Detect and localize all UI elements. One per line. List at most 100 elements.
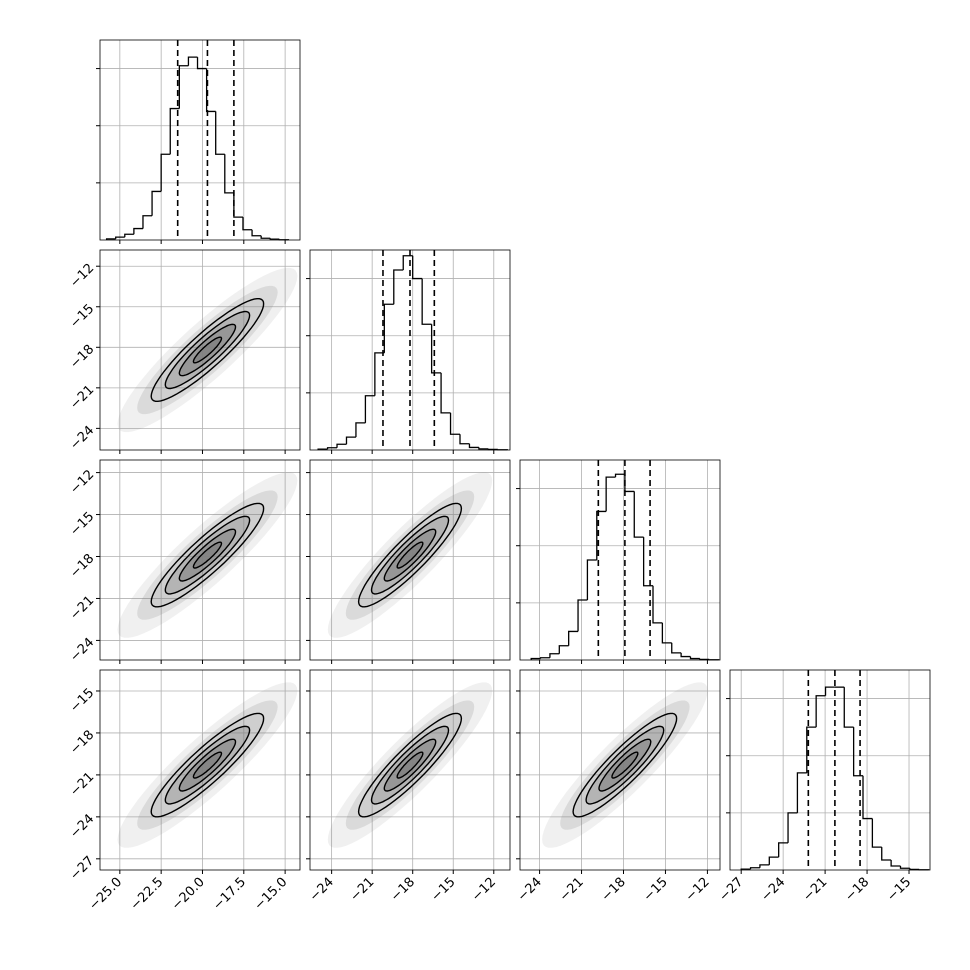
histogram-bin: [383, 303, 394, 353]
histogram-bin: [806, 726, 817, 773]
histogram-bin: [215, 111, 225, 155]
histogram-bin: [487, 448, 498, 451]
histogram-bin: [430, 324, 442, 374]
y-tick-label: −27: [67, 854, 97, 884]
y-tick-label: −24: [67, 423, 97, 453]
panel-frame: [99, 249, 301, 451]
histogram-bin: [843, 687, 854, 728]
histogram-bin: [355, 422, 366, 438]
histogram-bin: [402, 255, 413, 270]
histogram-bin: [393, 269, 404, 305]
histogram-bin: [326, 447, 338, 450]
panel-frame: [99, 459, 301, 661]
panel-frame: [519, 459, 721, 661]
y-tick-label: −21: [67, 593, 97, 623]
x-tick-label: −21: [347, 875, 377, 905]
histogram-bin: [652, 585, 663, 624]
panel-frame: [309, 669, 511, 871]
y-tick-label: −15: [67, 301, 97, 331]
histogram-bin: [796, 772, 807, 813]
x-tick-label: −12: [469, 875, 499, 905]
histogram-bin: [251, 229, 262, 237]
x-tick-label: −27: [716, 875, 746, 905]
histogram-bin: [881, 847, 892, 861]
histogram-bin: [233, 192, 243, 218]
histogram-bin: [412, 255, 423, 280]
histogram-bin: [699, 658, 710, 661]
histogram-bin: [871, 818, 882, 848]
y-tick-label: −21: [67, 383, 97, 413]
histogram-bin: [478, 447, 489, 450]
histogram-bin: [224, 154, 234, 194]
panel-frame: [309, 249, 511, 451]
histogram-bin: [142, 215, 153, 229]
panel-frame: [309, 459, 511, 661]
panel-frame: [519, 669, 721, 871]
y-tick-label: −18: [67, 551, 97, 581]
x-tick-label: −15: [884, 875, 914, 905]
x-tick-label: −15: [641, 875, 671, 905]
x-tick-label: −18: [599, 875, 629, 905]
histogram-bin: [468, 443, 479, 449]
histogram-bin: [196, 57, 207, 70]
histogram-bin: [133, 227, 143, 235]
histogram-bin: [364, 395, 375, 423]
y-tick-label: −24: [67, 635, 97, 665]
histogram-bin: [115, 236, 125, 239]
histogram-bin: [661, 622, 672, 644]
histogram-bin: [680, 652, 691, 658]
histogram-bin: [345, 436, 356, 445]
x-tick-label: −24: [515, 875, 545, 905]
histogram-bin: [862, 775, 873, 820]
histogram-bin: [558, 645, 569, 654]
histogram-bin: [689, 656, 700, 660]
x-tick-label: −21: [800, 875, 830, 905]
histogram-bin: [151, 190, 162, 216]
x-tick-label: −24: [758, 875, 788, 905]
y-tick-label: −18: [67, 342, 97, 372]
histogram-bin: [671, 642, 682, 654]
histogram-bin: [778, 842, 789, 858]
histogram-bin: [205, 68, 216, 113]
x-tick-label: −12: [683, 875, 713, 905]
histogram-bin: [374, 352, 385, 396]
x-tick-label: −24: [307, 875, 337, 905]
histogram-bin: [459, 434, 470, 445]
histogram-bin: [909, 868, 920, 871]
histogram-bin: [577, 599, 588, 632]
panel-frame: [99, 669, 301, 871]
histogram-bin: [787, 812, 798, 843]
histogram-bin: [768, 856, 779, 865]
y-tick-label: −24: [67, 812, 97, 842]
contour: [611, 751, 639, 779]
y-tick-label: −12: [67, 467, 97, 497]
histogram-bin: [614, 473, 625, 478]
histogram-bin: [568, 630, 579, 646]
x-tick-label: −18: [388, 875, 418, 905]
x-tick-label: −18: [842, 875, 872, 905]
histogram-bin: [269, 238, 280, 240]
y-tick-label: −15: [67, 509, 97, 539]
contour: [396, 751, 424, 779]
histogram-bin: [440, 372, 451, 414]
histogram-bin: [642, 537, 654, 587]
histogram-bin: [633, 491, 644, 538]
histogram-bin: [549, 653, 560, 658]
x-tick-label: −20.0: [169, 875, 208, 914]
contour: [192, 541, 223, 569]
histogram-bin: [852, 727, 864, 777]
histogram-bin: [449, 412, 460, 435]
histogram-bin: [596, 510, 607, 560]
histogram-bin: [260, 235, 271, 239]
histogram-bin: [178, 65, 189, 109]
histogram-bin: [749, 867, 760, 870]
histogram-bin: [586, 559, 597, 600]
y-tick-label: −12: [67, 261, 97, 291]
histogram-bin: [605, 476, 616, 512]
x-tick-label: −15: [429, 875, 459, 905]
histogram-bin: [169, 107, 180, 155]
x-tick-label: −25.0: [86, 875, 125, 914]
y-tick-label: −15: [67, 686, 97, 716]
y-tick-label: −21: [67, 770, 97, 800]
